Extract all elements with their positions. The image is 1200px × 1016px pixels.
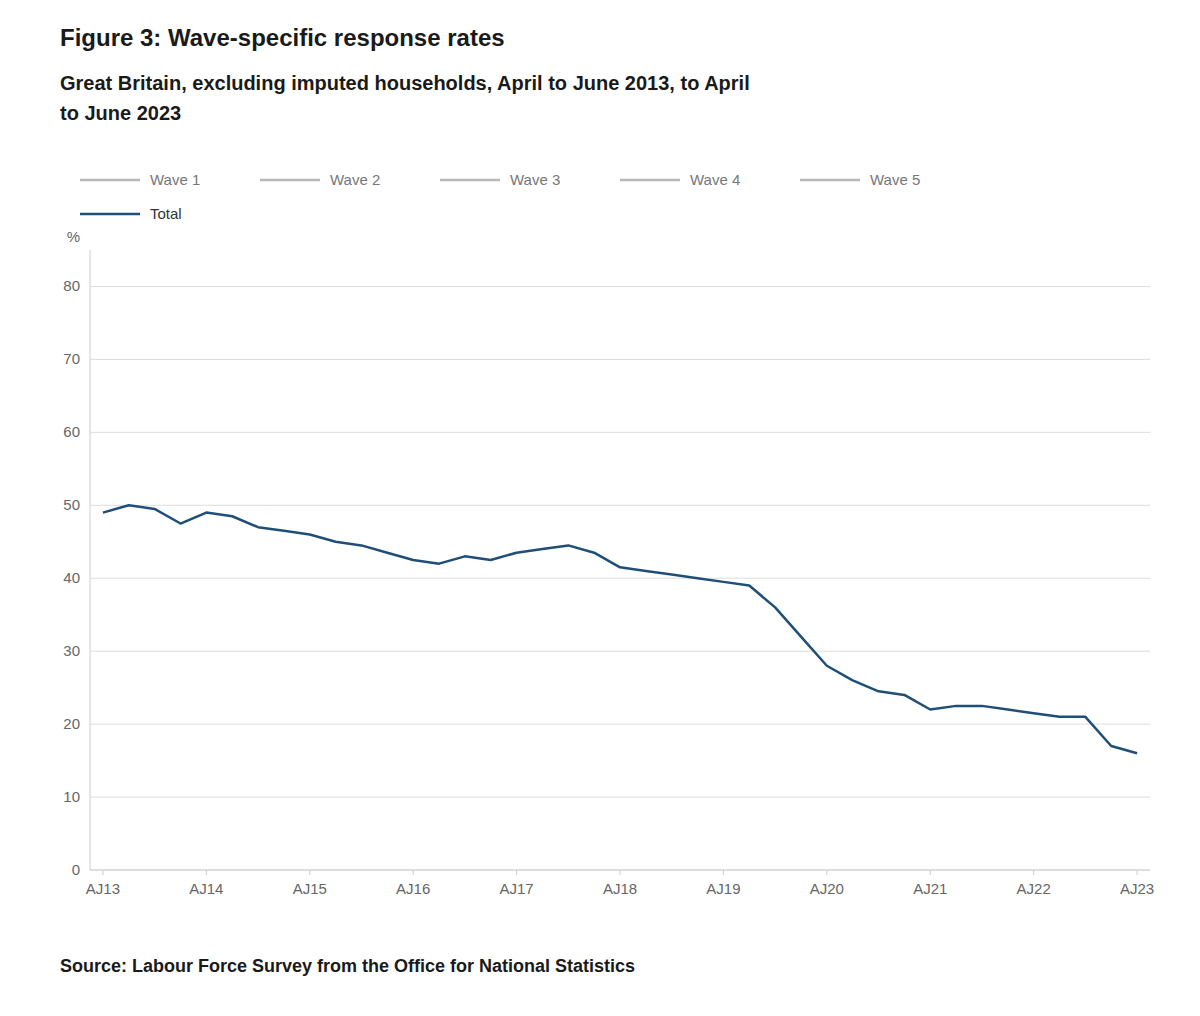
legend-label: Wave 3 [510,171,560,188]
x-tick-label: AJ17 [499,880,533,897]
y-tick-label: 30 [63,642,80,659]
x-tick [516,870,517,875]
grid-line [90,505,1150,506]
x-tick-label: AJ15 [293,880,327,897]
legend-label: Wave 2 [330,171,380,188]
x-tick-label: AJ22 [1017,880,1051,897]
y-tick-label: 80 [63,277,80,294]
x-tick-label: AJ20 [810,880,844,897]
legend-label: Wave 1 [150,171,200,188]
legend-swatch [800,179,860,182]
background [0,0,1200,1016]
x-tick [1033,870,1034,875]
series-line [103,505,1137,753]
grid-line [90,651,1150,652]
title: Figure 3: Wave-specific response rates [60,24,505,51]
grid-line [90,797,1150,798]
y-tick-label: 10 [63,788,80,805]
legend-swatch [80,179,140,182]
x-tick-label: AJ16 [396,880,430,897]
x-tick-label: AJ23 [1120,880,1154,897]
x-tick [930,870,931,875]
y-tick-label: 20 [63,715,80,732]
x-tick [1137,870,1138,875]
legend-swatch [260,179,320,182]
x-tick-label: AJ19 [706,880,740,897]
y-tick-label: 0 [72,861,80,878]
y-tick-label: 60 [63,423,80,440]
x-tick-label: AJ14 [189,880,223,897]
grid-line [90,578,1150,579]
grid-line [90,286,1150,287]
x-tick [206,870,207,875]
x-tick [723,870,724,875]
y-tick-label: 70 [63,350,80,367]
legend-label: Wave 5 [870,171,920,188]
legend-label: Wave 4 [690,171,740,188]
grid [90,286,1150,870]
source: Source: Labour Force Survey from the Off… [60,956,635,976]
subtitle: to June 2023 [60,102,181,124]
grid-line [90,724,1150,725]
plot-area [103,505,1137,753]
y-axis-label: % [67,228,80,245]
x-tick [413,870,414,875]
legend-swatch [620,179,680,182]
x-tick [826,870,827,875]
legend-swatch [80,213,140,216]
chart: Figure 3: Wave-specific response rates Gr… [0,0,1200,1016]
x-tick-label: AJ18 [603,880,637,897]
y-tick-label: 40 [63,569,80,586]
y-tick-label: 50 [63,496,80,513]
x-tick-label: AJ21 [913,880,947,897]
grid-line [90,359,1150,360]
legend-swatch [440,179,500,182]
grid-line [90,432,1150,433]
subtitle: Great Britain, excluding imputed househo… [60,72,750,94]
x-tick [309,870,310,875]
y-axis-line [90,250,91,870]
legend: Wave 1 Wave 2 Wave 3 Wave 4 Wave 5 Total [80,171,920,222]
x-tick [102,870,103,875]
x-tick [620,870,621,875]
legend-label: Total [150,205,182,222]
x-tick-label: AJ13 [86,880,120,897]
